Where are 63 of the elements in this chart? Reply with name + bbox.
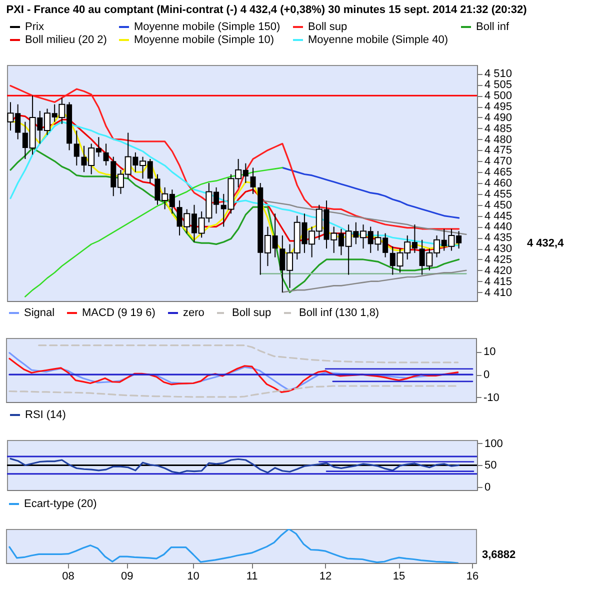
y-tick-label: 4 455	[484, 188, 512, 200]
y-tick-label: 4 495	[484, 101, 512, 114]
x-tick-label: 16	[466, 570, 479, 582]
legend-label: Prix	[25, 21, 44, 33]
line-series	[10, 147, 460, 294]
y-tick-label: 4 445	[484, 210, 512, 222]
chart-title: PXI - France 40 au comptant (Mini-contrat (-) 4 432,4 (+0,38%) 30 minutes 15 sept. 2014 21:32 (20:32)	[6, 4, 528, 16]
y-tick-label: 4 430	[484, 243, 512, 256]
y-tick-label: 4 415	[484, 276, 512, 288]
y-tick-label: 4 470	[484, 156, 512, 168]
candlestick	[74, 130, 80, 166]
y-tick-label: 4 500	[484, 90, 512, 102]
x-tick-label: 09	[120, 570, 134, 582]
y-tick-label: -10	[484, 392, 500, 404]
y-tick-label: 4 425	[484, 254, 512, 266]
y-tick-label: 4 510	[484, 68, 512, 80]
legend-label: Moyenne mobile (Simple 10)	[134, 34, 274, 46]
y-tick-label: 4 490	[484, 112, 512, 124]
x-tick-label: 11	[246, 570, 258, 582]
legend-label: Moyenne mobile (Simple 40)	[308, 34, 448, 46]
legend-label: Moyenne mobile (Simple 150)	[134, 21, 280, 33]
y-tick-label: 10	[484, 346, 496, 358]
line-series	[10, 84, 460, 230]
line-series	[38, 344, 459, 364]
y-tick-label: 4 505	[484, 79, 512, 92]
line-series	[282, 166, 460, 219]
line-series	[24, 167, 284, 298]
y-tick-label: 4 480	[484, 134, 512, 146]
y-tick-label: 50	[484, 460, 497, 472]
legend-label: RSI (14)	[25, 409, 66, 421]
y-tick-label: 0	[484, 369, 490, 382]
y-tick-label: 4 465	[484, 166, 512, 179]
legend-label: zero	[183, 307, 204, 319]
y-tick-label: 4 435	[484, 232, 512, 244]
line-series	[282, 270, 467, 293]
y-tick-label: 4 440	[484, 221, 512, 234]
y-tick-label: 4 460	[484, 178, 512, 190]
y-tick-label: 4 410	[484, 286, 512, 299]
y-tick-label: 4 475	[484, 144, 512, 157]
x-tick-label: 15	[392, 570, 406, 582]
y-tick-label: 4 450	[484, 199, 512, 212]
y-tick-label: 0	[484, 481, 491, 494]
legend-label: Boll sup	[232, 307, 272, 319]
y-tick-label: 100	[484, 438, 503, 450]
line-series	[10, 458, 460, 474]
candlestick	[250, 167, 256, 194]
line-series	[8, 358, 459, 393]
legend-label: MACD (9 19 6)	[82, 307, 156, 319]
y-tick-label: 4 485	[484, 122, 512, 135]
y-tick-label: 4 420	[484, 264, 512, 277]
legend-label: Boll inf (130 1,8)	[299, 307, 380, 319]
text: 4 432,4	[527, 237, 565, 250]
legend-label: Signal	[24, 307, 55, 319]
x-tick-label: 10	[187, 570, 200, 582]
legend-label: Boll sup	[308, 21, 348, 33]
legend-label: Ecart-type (20)	[24, 498, 97, 510]
x-tick-label: 08	[62, 570, 74, 582]
legend-label: Boll inf	[476, 21, 510, 33]
candlestick	[103, 143, 109, 166]
line-series	[8, 385, 459, 398]
legend-label: Boll milieu (20 2)	[25, 34, 107, 46]
text: 3,6882	[482, 549, 516, 561]
x-tick-label: 12	[319, 570, 332, 582]
